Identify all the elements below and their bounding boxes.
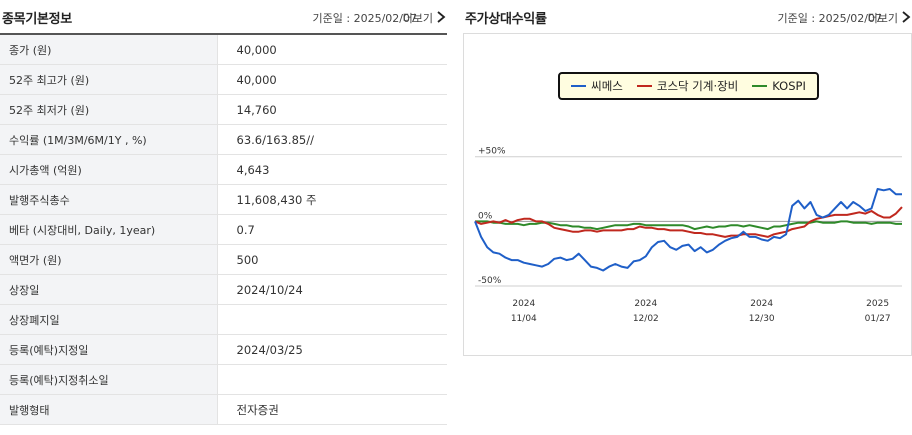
info-label: 수익률 (1M/3M/6M/1Y , %): [0, 124, 218, 155]
info-label: 발행형태: [0, 394, 218, 425]
info-row: 상장일 2024/10/24: [0, 274, 447, 305]
basic-info-date: 기준일 : 2025/02/07: [312, 12, 417, 25]
chart-plot-area: +50% 0% -50% 2024 11/04 2024 12/02 2024 12/30 202…: [474, 147, 903, 324]
x-tick-date: 12/30: [749, 314, 775, 324]
chart-legend: 씨메스 코스닥 기계·장비 KOSPI: [558, 72, 819, 100]
relative-return-panel: 주가상대수익률 기준일 : 2025/02/07 더보기 +50% 0% -50% 2…: [463, 0, 912, 435]
info-value: 11,608,430 주: [217, 184, 447, 215]
info-label: 액면가 (원): [0, 244, 218, 275]
info-value: [217, 304, 447, 335]
basic-info-table: 종가 (원) 40,000 52주 최고가 (원) 40,000 52주 최저가 (원)…: [0, 33, 447, 425]
info-row: 등록(예탁)지정취소일: [0, 364, 447, 395]
relative-return-chart: +50% 0% -50% 2024 11/04 2024 12/02 2024 12/30 202…: [463, 33, 912, 356]
x-tick-year: 2024: [634, 299, 657, 309]
info-row: 종가 (원) 40,000: [0, 34, 447, 65]
info-label: 시가총액 (억원): [0, 154, 218, 185]
info-row: 액면가 (원) 500: [0, 244, 447, 275]
info-row: 시가총액 (억원) 4,643: [0, 154, 447, 185]
info-row: 수익률 (1M/3M/6M/1Y , %) 63.6/163.85//: [0, 124, 447, 155]
info-label: 베타 (시장대비, Daily, 1year): [0, 214, 218, 245]
basic-info-title: 종목기본정보: [2, 12, 72, 27]
info-value: 4,643: [217, 154, 447, 185]
relative-return-header: 주가상대수익률 기준일 : 2025/02/07 더보기: [463, 0, 912, 34]
series-line: [474, 206, 903, 238]
series-line: [474, 188, 902, 272]
chevron-right-icon: [902, 11, 911, 23]
legend-item[interactable]: 씨메스: [571, 78, 623, 94]
info-label: 상장일: [0, 274, 218, 305]
info-label: 52주 최저가 (원): [0, 94, 218, 125]
x-tick-year: 2025: [866, 299, 889, 309]
legend-swatch: [636, 85, 652, 87]
info-value: 0.7: [217, 214, 447, 245]
legend-label: 씨메스: [591, 79, 623, 93]
legend-swatch: [752, 85, 768, 87]
x-tick-date: 01/27: [865, 314, 891, 324]
y-tick-label: +50%: [478, 147, 506, 157]
info-label: 종가 (원): [0, 34, 218, 65]
basic-info-panel: 종목기본정보 기준일 : 2025/02/07 더보기 종가 (원) 40,000…: [0, 0, 447, 435]
info-label: 52주 최고가 (원): [0, 64, 218, 95]
info-row: 발행주식총수 11,608,430 주: [0, 184, 447, 215]
info-row: 상장폐지일: [0, 304, 447, 335]
x-tick-date: 11/04: [511, 314, 537, 324]
info-value: 2024/10/24: [217, 274, 447, 305]
info-row: 52주 최저가 (원) 14,760: [0, 94, 447, 125]
y-tick-label: 0%: [478, 211, 493, 221]
info-value: 500: [217, 244, 447, 275]
info-row: 52주 최고가 (원) 40,000: [0, 64, 447, 95]
legend-item[interactable]: 코스닥 기계·장비: [636, 78, 739, 94]
legend-item[interactable]: KOSPI: [752, 79, 806, 93]
x-tick-date: 12/02: [633, 314, 659, 324]
info-row: 발행형태 전자증권: [0, 394, 447, 425]
more-label: 더보기: [867, 12, 898, 25]
info-label: 발행주식총수: [0, 184, 218, 215]
legend-label: 코스닥 기계·장비: [656, 79, 739, 93]
info-value: 2024/03/25: [217, 334, 447, 365]
series-line: [475, 220, 902, 231]
x-tick-year: 2024: [512, 299, 535, 309]
relative-return-title: 주가상대수익률: [465, 12, 547, 27]
relative-return-more-link[interactable]: 더보기: [868, 8, 912, 26]
relative-return-date: 기준일 : 2025/02/07: [777, 12, 882, 25]
info-value: 전자증권: [217, 394, 447, 425]
info-label: 상장폐지일: [0, 304, 218, 335]
x-tick-year: 2024: [750, 299, 773, 309]
info-value: 40,000: [217, 34, 447, 65]
info-value: 40,000: [217, 64, 447, 95]
legend-label: KOSPI: [772, 79, 806, 93]
legend-swatch: [571, 85, 587, 87]
more-label: 더보기: [402, 12, 433, 25]
basic-info-header: 종목기본정보 기준일 : 2025/02/07 더보기: [0, 0, 447, 34]
info-row: 등록(예탁)지정일 2024/03/25: [0, 334, 447, 365]
info-label: 등록(예탁)지정일: [0, 334, 218, 365]
chevron-right-icon: [437, 11, 446, 23]
basic-info-more-link[interactable]: 더보기: [403, 8, 447, 26]
info-value: 63.6/163.85//: [217, 124, 447, 155]
info-value: [217, 364, 447, 395]
info-label: 등록(예탁)지정취소일: [0, 364, 218, 395]
info-row: 베타 (시장대비, Daily, 1year) 0.7: [0, 214, 447, 245]
y-tick-label: -50%: [478, 276, 502, 286]
info-value: 14,760: [217, 94, 447, 125]
